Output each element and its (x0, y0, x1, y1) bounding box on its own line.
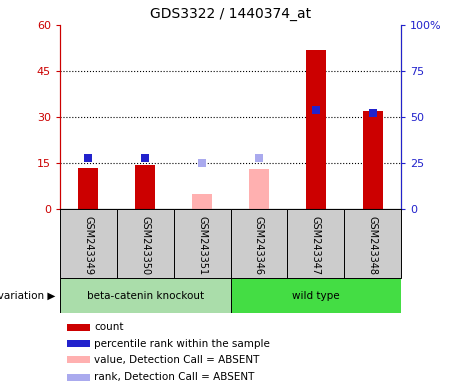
Bar (135, 165, 155, 209)
Text: genotype/variation ▶: genotype/variation ▶ (0, 291, 55, 301)
Bar (60, 278, 230, 313)
Text: GSM243346: GSM243346 (254, 216, 264, 275)
Text: GSM243348: GSM243348 (367, 216, 378, 275)
Bar (117, 209, 174, 278)
Text: GSM243349: GSM243349 (83, 216, 94, 275)
Text: beta-catenin knockout: beta-catenin knockout (87, 291, 204, 301)
Text: value, Detection Call = ABSENT: value, Detection Call = ABSENT (95, 355, 260, 365)
Bar (363, 111, 383, 209)
Text: percentile rank within the sample: percentile rank within the sample (95, 339, 270, 349)
Bar (230, 209, 287, 278)
Text: GSM243347: GSM243347 (311, 216, 321, 275)
Text: wild type: wild type (292, 291, 340, 301)
Bar (344, 209, 401, 278)
Title: GDS3322 / 1440374_at: GDS3322 / 1440374_at (150, 7, 311, 21)
Bar (287, 209, 344, 278)
Text: GSM243351: GSM243351 (197, 216, 207, 275)
Bar (78, 168, 98, 209)
Bar (249, 169, 269, 209)
Bar (60, 209, 117, 278)
Bar (230, 278, 401, 313)
Bar (67, 324, 90, 331)
Text: GSM243350: GSM243350 (140, 216, 150, 275)
Bar (174, 209, 230, 278)
Bar (67, 356, 90, 363)
Bar (306, 50, 326, 209)
Text: rank, Detection Call = ABSENT: rank, Detection Call = ABSENT (95, 372, 254, 382)
Bar (67, 374, 90, 381)
Bar (67, 341, 90, 348)
Bar (192, 194, 212, 209)
Text: count: count (95, 322, 124, 332)
